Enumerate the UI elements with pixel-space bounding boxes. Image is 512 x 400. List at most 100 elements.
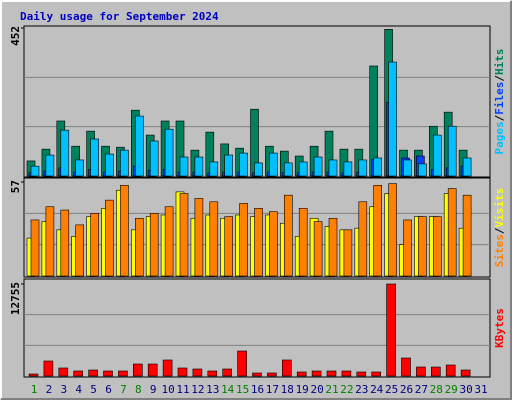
legend-entry: KBytes (493, 308, 506, 348)
x-tick-label: 6 (105, 383, 112, 396)
bar (343, 161, 353, 177)
x-tick-label: 30 (459, 383, 472, 396)
bar (447, 125, 457, 177)
bar (269, 152, 278, 177)
x-tick-label: 15 (236, 383, 249, 396)
bar (118, 370, 128, 377)
bar (75, 224, 84, 277)
bar (283, 194, 293, 277)
bar (371, 371, 382, 377)
x-tick-label: 8 (135, 383, 142, 396)
legend-separator: / (493, 75, 506, 82)
bar (401, 357, 411, 377)
bar (403, 159, 412, 177)
bar (254, 162, 263, 177)
bar (179, 156, 189, 177)
x-tick-label: 10 (161, 383, 174, 396)
x-tick-label: 12 (191, 383, 204, 396)
x-tick-label: 9 (150, 383, 157, 396)
x-tick-label: 20 (310, 383, 323, 396)
bar (386, 283, 396, 377)
bar (60, 209, 70, 277)
bar (373, 184, 383, 277)
x-tick-label: 1 (31, 383, 38, 396)
x-tick-label: 3 (60, 383, 67, 396)
x-tick-label: 18 (281, 383, 294, 396)
legend: KBytes (493, 308, 506, 348)
bar (45, 154, 55, 177)
bar (194, 156, 204, 177)
bar (358, 159, 368, 177)
bar (75, 159, 84, 177)
y-tick-label: 12755 (9, 282, 22, 315)
legend-entry: Files (493, 82, 506, 115)
bar (149, 213, 159, 277)
bar (237, 350, 247, 377)
bar (373, 157, 383, 177)
panel-frame (23, 278, 491, 378)
bar (462, 194, 472, 277)
bar (88, 369, 98, 377)
bar (90, 213, 99, 277)
bar (403, 219, 412, 277)
bar (30, 219, 40, 277)
bar (343, 229, 353, 277)
bar (209, 161, 219, 177)
x-tick-label: 16 (251, 383, 264, 396)
x-tick-label: 23 (355, 383, 368, 396)
bar (43, 360, 54, 377)
bar (269, 211, 278, 277)
x-tick-label: 5 (90, 383, 97, 396)
bar (311, 370, 322, 377)
bar (416, 366, 426, 377)
x-tick-label: 4 (75, 383, 82, 396)
bar (164, 206, 174, 277)
x-tick-label: 25 (385, 383, 398, 396)
bar (147, 363, 158, 377)
x-tick-label: 29 (445, 383, 458, 396)
bar (60, 129, 70, 177)
bar (326, 370, 337, 377)
bar (133, 363, 143, 377)
legend-entry: Visits (493, 188, 506, 228)
bar (445, 364, 456, 377)
bar (90, 138, 99, 177)
x-tick-label: 24 (370, 383, 384, 396)
bar (103, 370, 113, 377)
bar (177, 367, 188, 377)
bar (120, 149, 129, 177)
bar (135, 217, 144, 277)
legend-separator: / (493, 114, 506, 121)
bar (298, 161, 308, 177)
x-tick-label: 21 (325, 383, 338, 396)
y-tick-label: 57 (9, 180, 22, 193)
bar (341, 370, 352, 377)
bar (298, 208, 308, 277)
legend-separator: / (493, 227, 506, 234)
bar (224, 216, 233, 277)
bar (418, 163, 427, 177)
bar (224, 154, 233, 177)
bar (418, 216, 427, 277)
bar (209, 201, 219, 277)
legend: Pages/Files/Hits (493, 49, 506, 155)
bar (356, 371, 367, 377)
bar (192, 368, 203, 377)
legend-entry: Pages (493, 121, 506, 154)
bar (460, 369, 471, 377)
bar (328, 217, 338, 277)
x-tick-label: 27 (415, 383, 428, 396)
bar (281, 359, 292, 377)
bar (267, 372, 277, 377)
legend: Sites/Visits (493, 188, 506, 268)
x-tick-label: 11 (176, 383, 189, 396)
bar (164, 128, 174, 177)
bar (388, 183, 397, 277)
bar (252, 372, 262, 377)
bar (45, 206, 55, 277)
bar (105, 199, 114, 277)
legend-entry: Hits (493, 49, 506, 76)
bar (313, 156, 323, 177)
